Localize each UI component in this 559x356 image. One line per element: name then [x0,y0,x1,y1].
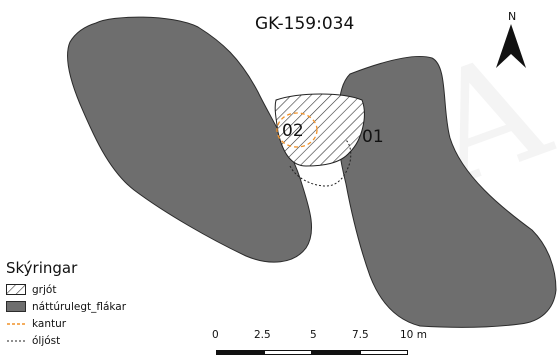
kantur-ellipse [276,112,318,148]
scale-segment-black [216,350,264,355]
legend-item-kantur: kantur [6,315,176,332]
site-label-02: 02 [282,121,304,141]
flakar-left-polygon [67,16,313,263]
legend-item-grjot: grjót [6,281,176,298]
legend-label: náttúrulegt_flákar [32,300,127,313]
black-dotted-line-icon [7,340,25,342]
scale-tick-label: 2.5 [254,329,271,341]
scale-tick-label: 10 m [400,329,427,341]
legend-item-oliost: óljóst [6,332,176,349]
legend-label: óljóst [32,334,61,347]
legend-item-flakar: náttúrulegt_flákar [6,298,176,315]
scale-tick-label: 0 [212,329,219,341]
scale-segment-black [312,350,360,355]
legend-label: kantur [32,317,67,330]
north-label: N [508,10,517,23]
orange-dashed-line-icon [7,323,25,325]
site-label-01: 01 [362,127,384,147]
legend-label: grjót [32,283,57,296]
scale-tick-label: 7.5 [352,329,369,341]
scale-bar: 0 2.5 5 7.5 10 m [212,329,427,356]
north-arrow-icon [496,24,526,68]
legend: Skýringar grjót náttúrulegt_flákar kantu… [6,259,176,349]
gray-fill-icon [6,301,26,312]
legend-title: Skýringar [6,259,78,277]
flakar-right-polygon [337,55,557,328]
oliost-outline [289,139,352,187]
grjot-polygon [274,93,365,167]
scale-segment-white [264,350,312,355]
scale-tick-label: 5 [310,329,317,341]
scale-segment-white [360,350,408,355]
hatch-icon [6,284,26,295]
map-title: GK-159:034 [255,14,355,34]
